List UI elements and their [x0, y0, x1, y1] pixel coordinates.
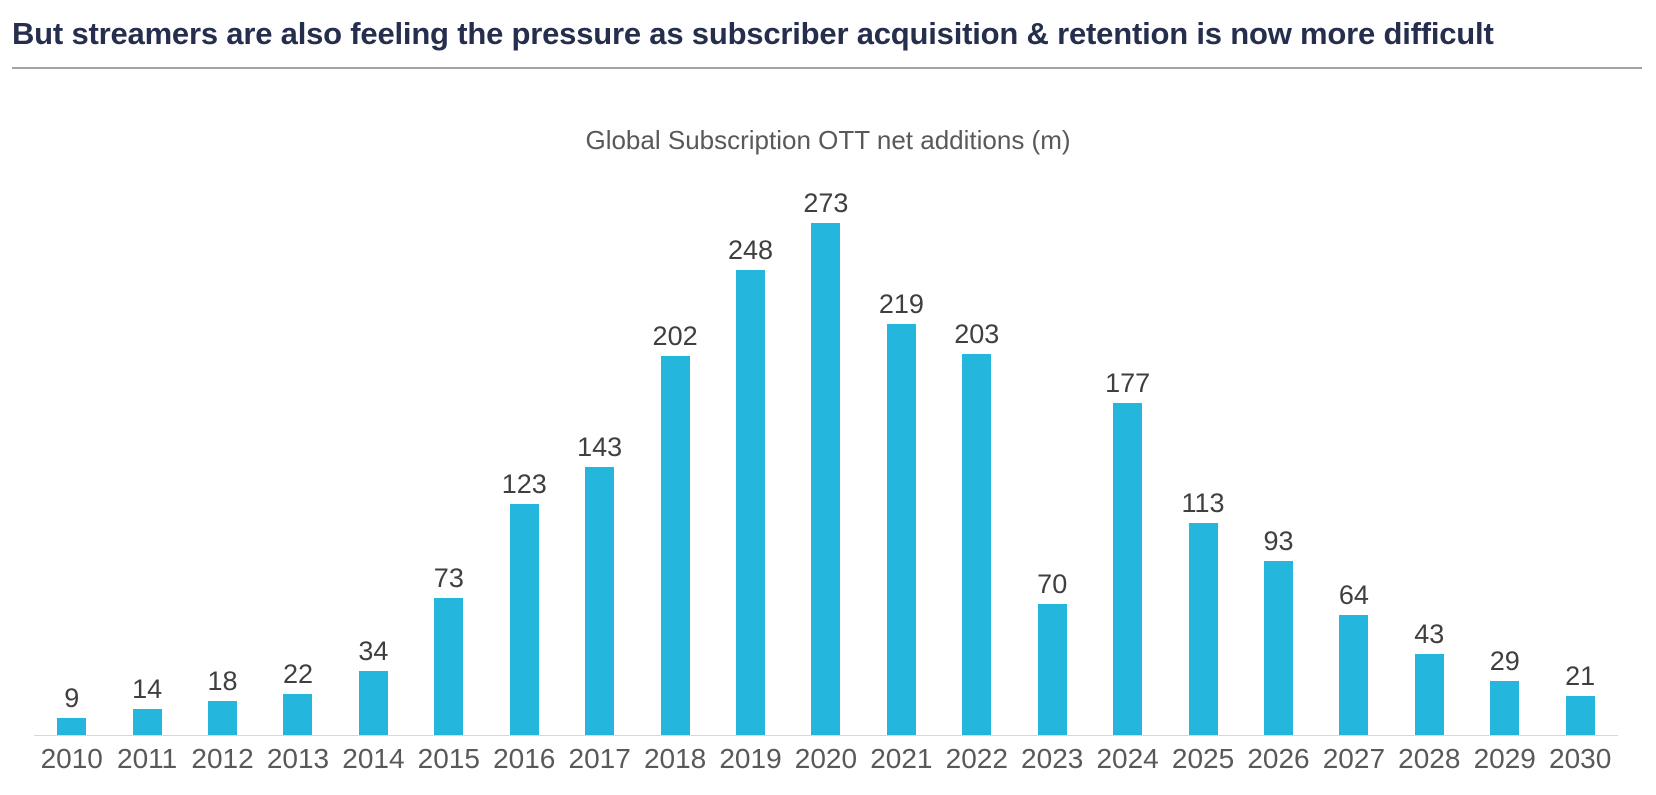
bar: [208, 701, 238, 735]
bar: [585, 467, 615, 735]
bar-column: 18: [185, 668, 260, 735]
bar-column: 43: [1392, 621, 1467, 735]
x-axis-label: 2025: [1171, 743, 1235, 774]
x-axis-label: 2014: [342, 743, 405, 774]
x-axis-label: 2023: [1021, 743, 1084, 774]
bar-value-label: 29: [1489, 646, 1520, 676]
x-axis-label: 2011: [117, 743, 178, 774]
x-axis-label: 2019: [719, 743, 782, 774]
x-axis-label: 2022: [945, 743, 1008, 774]
x-axis-label: 2013: [266, 743, 330, 774]
bar-column: 273: [788, 190, 863, 735]
bar-value-label: 177: [1105, 368, 1151, 398]
x-axis-label: 2018: [643, 743, 707, 774]
bar-column: 93: [1241, 528, 1316, 735]
x-axis-label: 2012: [191, 743, 254, 774]
bar-value-label: 93: [1263, 526, 1294, 556]
bar-value-label: 22: [282, 659, 313, 689]
bar: [660, 356, 690, 735]
plot-area: 9 14 18 22 34 73 123 143 202 248 273 219 203 70 177 113…: [34, 168, 1618, 736]
bar-value-label: 21: [1565, 661, 1596, 691]
bar-column: 29: [1467, 648, 1542, 735]
bar: [509, 504, 539, 735]
bar: [1037, 604, 1067, 735]
bar-value-label: 70: [1037, 569, 1068, 599]
bar-column: 34: [336, 638, 411, 735]
bar: [1188, 523, 1218, 735]
bar-column: 73: [411, 565, 486, 735]
bar-column: 9: [34, 685, 109, 735]
bar-column: 70: [1014, 571, 1089, 735]
bar-value-label: 219: [878, 289, 924, 319]
bar-column: 14: [109, 676, 184, 735]
bar-column: 203: [939, 321, 1014, 735]
x-axis-label: 2029: [1473, 743, 1536, 774]
bar: [1490, 681, 1520, 735]
bar: [1414, 654, 1444, 735]
bar-column: 113: [1165, 490, 1240, 735]
bar-column: 123: [487, 471, 562, 735]
bar-column: 202: [637, 323, 712, 735]
x-axis-label: 2024: [1096, 743, 1159, 774]
x-axis-label: 2015: [417, 743, 480, 774]
bar-value-label: 43: [1414, 619, 1445, 649]
x-axis-label: 2026: [1247, 743, 1310, 774]
bar-value-label: 113: [1181, 488, 1225, 518]
bar: [811, 223, 841, 735]
bar: [1565, 696, 1595, 735]
bar-column: 143: [562, 434, 637, 735]
bar-value-label: 18: [207, 666, 238, 696]
x-axis-label: 2027: [1322, 743, 1386, 774]
bar: [283, 694, 313, 735]
bar: [1113, 403, 1143, 735]
bar-value-label: 34: [358, 636, 389, 666]
bar-value-label: 203: [954, 319, 1000, 349]
bar-column: 177: [1090, 370, 1165, 735]
ott-net-additions-chart: Global Subscription OTT net additions (m…: [0, 125, 1656, 773]
bar-column: 64: [1316, 582, 1391, 735]
bar: [1263, 561, 1293, 735]
bar-value-label: 73: [433, 563, 464, 593]
chart-title: Global Subscription OTT net additions (m…: [585, 125, 1071, 155]
x-axis-label: 2010: [40, 743, 103, 774]
bar: [1339, 615, 1369, 735]
slide-title: But streamers are also feeling the press…: [12, 16, 1494, 51]
slide-header: But streamers are also feeling the press…: [0, 0, 1656, 69]
x-axis-label: 2017: [568, 743, 631, 774]
bar-column: 21: [1542, 663, 1617, 735]
bar-value-label: 202: [652, 321, 698, 351]
x-axis: 2010 2011 2012 2013 2014 2015 2016 2017 2018 2019…: [34, 736, 1618, 773]
bar-value-label: 64: [1338, 580, 1369, 610]
bar-value-label: 273: [803, 188, 849, 218]
bar: [57, 718, 87, 735]
x-axis-label: 2020: [794, 743, 858, 774]
bar: [736, 270, 765, 735]
bar-value-label: 143: [577, 432, 623, 462]
x-axis-label: 2016: [493, 743, 556, 774]
bar-column: 219: [864, 291, 939, 735]
bar-value-label: 14: [132, 674, 163, 704]
bar-value-label: 9: [64, 683, 80, 713]
x-axis-label: 2030: [1549, 743, 1612, 774]
header-divider: [12, 67, 1642, 69]
x-axis-label: 2028: [1398, 743, 1461, 774]
bar: [962, 354, 992, 735]
bar-column: 22: [260, 661, 335, 735]
bar-value-label: 123: [501, 469, 547, 499]
bar: [434, 598, 464, 735]
x-axis-label: 2021: [870, 743, 933, 774]
bar: [132, 709, 162, 735]
bar: [886, 324, 916, 735]
bar-column: 248: [713, 237, 788, 735]
bar: [358, 671, 388, 735]
bar-value-label: 248: [727, 235, 774, 265]
